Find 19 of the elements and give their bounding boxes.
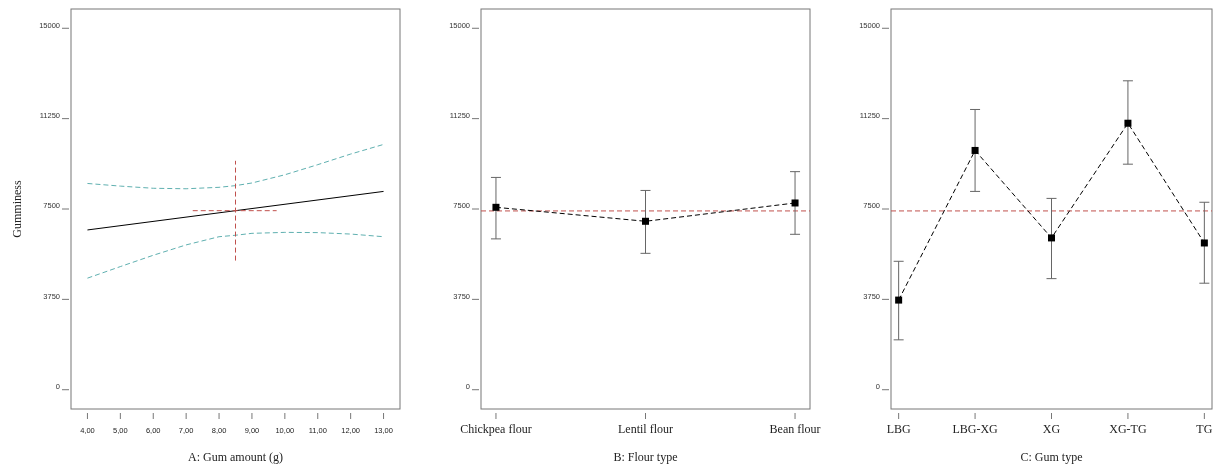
point	[895, 296, 903, 304]
x-tick-label: Bean flour	[769, 422, 821, 436]
x-tick-label: Chickpea flour	[460, 422, 532, 436]
x-axis-title: B: Flour type	[613, 450, 678, 464]
x-tick-label: LBG-XG	[952, 422, 999, 436]
point	[1048, 234, 1055, 242]
line-series	[86, 143, 385, 190]
x-axis-title: A: Gum amount (g)	[188, 450, 283, 464]
point	[971, 146, 979, 154]
x-tick-label: LBG	[886, 422, 911, 436]
x-axis-title: C: Gum type	[1020, 450, 1083, 464]
line-series	[86, 231, 385, 279]
point	[1124, 119, 1132, 127]
x-tick-label: TG	[1196, 422, 1213, 436]
x-tick-label: XG-TG	[1109, 422, 1147, 436]
x-tick-label: XG	[1042, 422, 1061, 436]
y-axis-title: Gumminess	[10, 180, 24, 238]
point	[1200, 239, 1208, 247]
x-tick-label: Lentil flour	[618, 422, 673, 436]
